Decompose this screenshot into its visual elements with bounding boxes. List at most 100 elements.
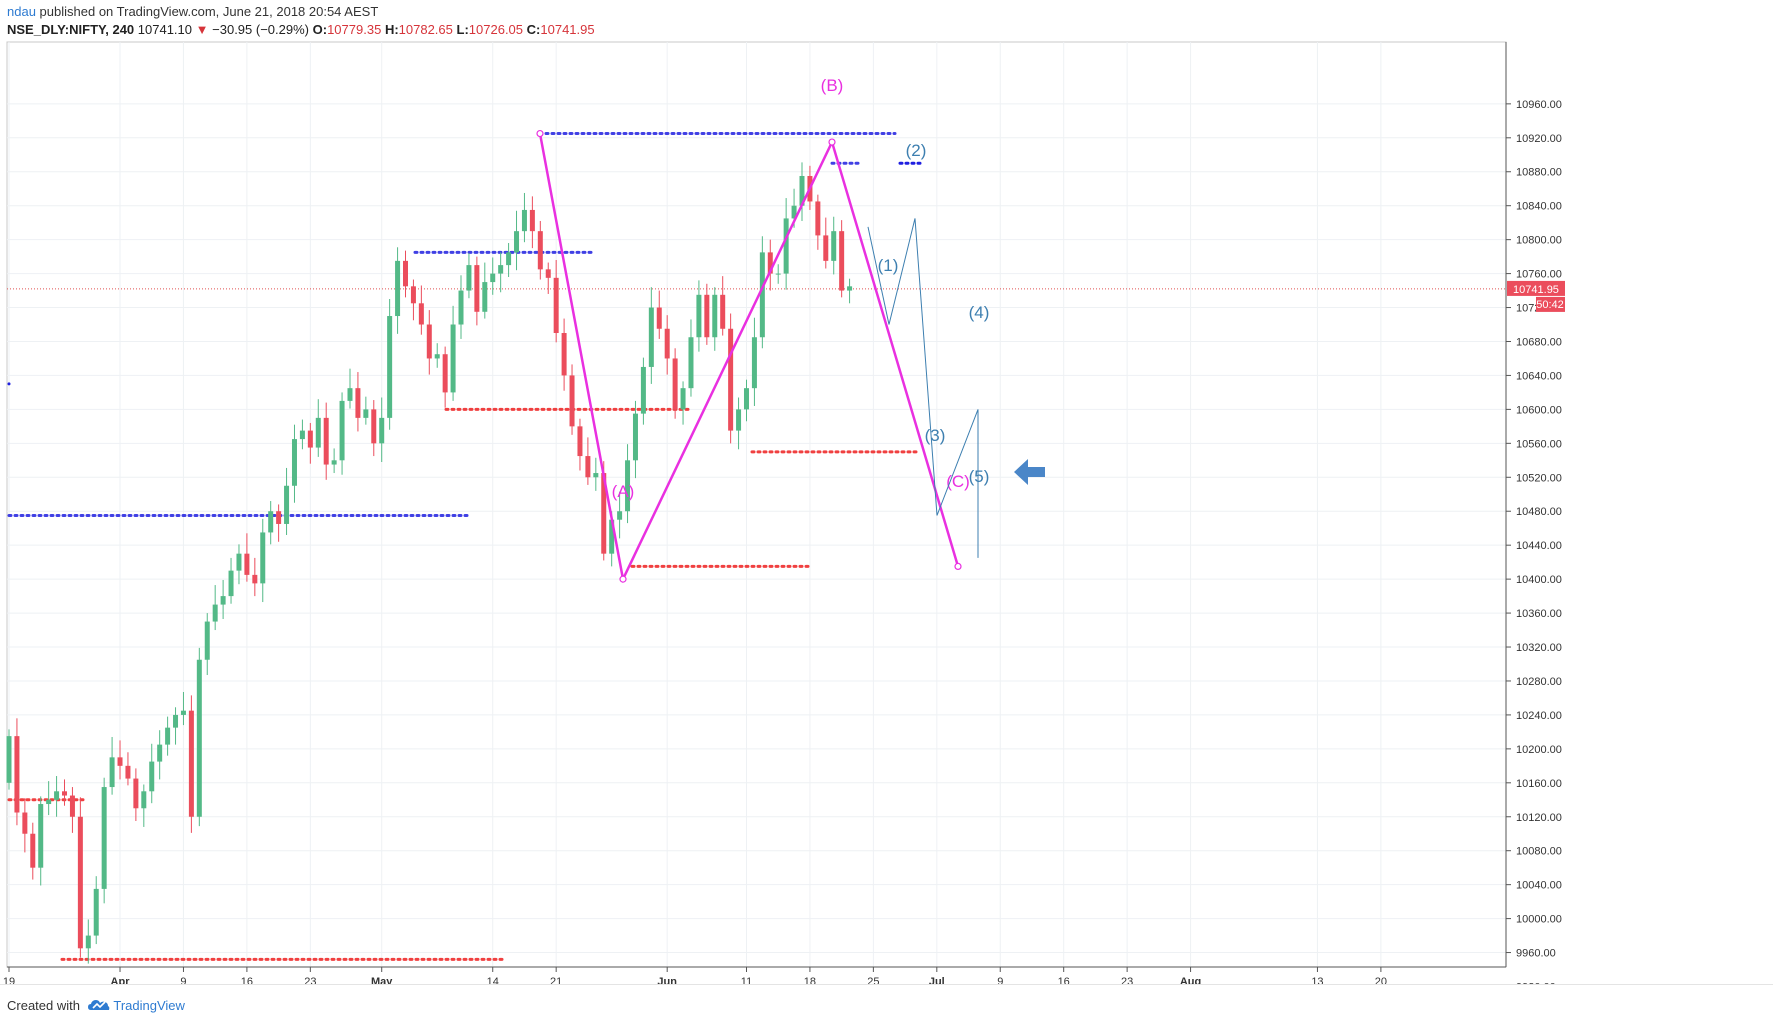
x-tick-label: 20 xyxy=(1375,976,1387,984)
y-tick-label: 10440.00 xyxy=(1516,540,1562,552)
x-tick-label: Aug xyxy=(1180,976,1201,984)
last-price-tag-label: 10741.95 xyxy=(1513,284,1559,296)
candle-body xyxy=(791,205,797,219)
candle-body xyxy=(22,812,28,834)
candle-body xyxy=(347,388,353,401)
tradingview-logo[interactable]: TradingView xyxy=(88,998,185,1013)
candle-body xyxy=(276,511,282,524)
candle-body xyxy=(656,307,662,329)
candle-body xyxy=(743,388,749,410)
candle-body xyxy=(77,816,83,949)
candle-body xyxy=(506,252,512,266)
levels xyxy=(7,132,924,961)
candle-body xyxy=(355,388,361,418)
candle-body xyxy=(490,273,496,283)
candle-body xyxy=(149,761,155,792)
y-axis: 9920.009960.0010000.0010040.0010080.0010… xyxy=(1505,42,1562,994)
y-tick-label: 10840.00 xyxy=(1516,201,1562,213)
candle-body xyxy=(712,294,718,338)
wave-label: (B) xyxy=(821,76,844,95)
x-tick-label: 9 xyxy=(997,976,1003,984)
candle-body xyxy=(101,787,107,889)
chart-footer: Created with TradingView xyxy=(0,984,1773,1025)
candle-body xyxy=(442,354,448,393)
candle-body xyxy=(85,935,91,949)
chart-area[interactable]: 9920.009960.0010000.0010040.0010080.0010… xyxy=(0,40,1773,994)
candle-body xyxy=(672,358,678,410)
wave-label: (4) xyxy=(969,303,990,322)
candle-body xyxy=(680,388,686,410)
y-tick-label: 10160.00 xyxy=(1516,778,1562,790)
ohlc-legend: NSE_DLY:NIFTY, 240 10741.10 ▼ −30.95 (−0… xyxy=(7,22,595,37)
candle-body xyxy=(157,744,163,762)
candle-body xyxy=(165,727,171,745)
candle-body xyxy=(125,765,131,779)
x-tick-label: 9 xyxy=(180,976,186,984)
y-tick-label: 9960.00 xyxy=(1516,948,1556,960)
wave-point xyxy=(619,575,627,583)
candle-body xyxy=(260,532,266,584)
candle-body xyxy=(117,757,123,766)
candle-body xyxy=(291,439,297,486)
symbol-label[interactable]: NSE_DLY:NIFTY, 240 xyxy=(7,22,135,37)
candle-body xyxy=(577,426,583,457)
candle-body xyxy=(458,290,464,325)
candle-body xyxy=(109,757,115,788)
candle-body xyxy=(632,413,638,461)
y-tick-label: 10320.00 xyxy=(1516,642,1562,654)
left-arrow-icon xyxy=(1014,459,1045,485)
candle-body xyxy=(38,804,44,868)
candle-body xyxy=(696,294,702,338)
candle-body xyxy=(839,231,845,291)
candle-body xyxy=(617,511,623,520)
wave-label: (1) xyxy=(878,256,899,275)
candle-body xyxy=(315,417,321,448)
candle-body xyxy=(815,201,821,236)
candle-body xyxy=(704,294,710,338)
price-chart[interactable]: 9920.009960.0010000.0010040.0010080.0010… xyxy=(0,40,1773,994)
x-tick-label: 16 xyxy=(1058,976,1070,984)
candle-body xyxy=(537,231,543,270)
publish-info: ndau published on TradingView.com, June … xyxy=(7,4,378,19)
close-value: 10741.95 xyxy=(540,22,595,37)
created-with-text: Created with xyxy=(7,998,80,1013)
candle-body xyxy=(236,553,242,571)
wave-label: (3) xyxy=(925,426,946,445)
candle-body xyxy=(173,714,179,728)
candle-body xyxy=(688,337,694,389)
candle-body xyxy=(410,286,416,304)
candle-body xyxy=(204,621,210,660)
candle-body xyxy=(728,328,734,431)
candle-body xyxy=(14,736,20,813)
y-tick-label: 10920.00 xyxy=(1516,133,1562,145)
candle-body xyxy=(466,265,472,291)
candle-body xyxy=(220,596,226,605)
x-tick-label: 18 xyxy=(804,976,816,984)
x-tick-label: 16 xyxy=(241,976,253,984)
candle-body xyxy=(625,460,631,512)
x-tick-label: 11 xyxy=(741,976,752,984)
low-value: 10726.05 xyxy=(468,22,524,37)
y-tick-label: 10000.00 xyxy=(1516,914,1562,926)
plot-area xyxy=(6,41,1507,968)
candle-body xyxy=(133,778,139,809)
close-label: C: xyxy=(526,22,541,37)
candle-body xyxy=(30,833,36,868)
y-tick-label: 10200.00 xyxy=(1516,744,1562,756)
y-tick-label: 10360.00 xyxy=(1516,608,1562,620)
candle-body xyxy=(601,473,607,554)
candle-body xyxy=(783,218,789,274)
author-link[interactable]: ndau xyxy=(7,4,36,19)
y-tick-label: 10680.00 xyxy=(1516,336,1562,348)
candle-body xyxy=(339,400,345,461)
down-triangle-icon: ▼ xyxy=(195,22,209,37)
candle-body xyxy=(252,574,258,584)
candle-body xyxy=(593,473,599,478)
candle-body xyxy=(141,791,147,809)
wave-point xyxy=(536,129,544,138)
candle-body xyxy=(379,417,385,444)
candle-body xyxy=(545,269,551,278)
candle-body xyxy=(188,710,194,817)
candle-body xyxy=(759,252,765,338)
candle-body xyxy=(371,409,377,444)
